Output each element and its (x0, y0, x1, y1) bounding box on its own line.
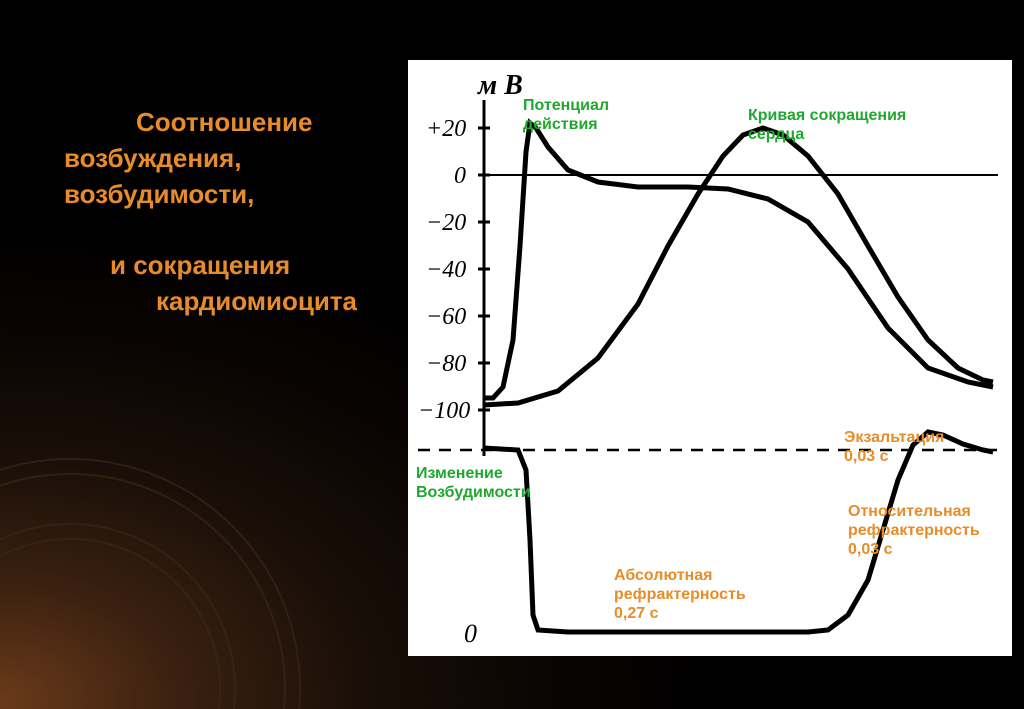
contraction-curve (484, 128, 993, 405)
title-line-4: и сокращения (110, 247, 290, 283)
svg-text:−80: −80 (426, 351, 466, 377)
label-absolute-refractory: Абсолютная рефрактерность 0,27 с (614, 566, 746, 624)
chart-panel: м В +20 0 −20 −40 −60 −80 −100 0 Потенци… (408, 60, 1012, 656)
zero-mark-lower: 0 (464, 619, 477, 648)
svg-text:0: 0 (454, 163, 466, 189)
y-ticks: +20 0 −20 −40 −60 −80 −100 (418, 116, 490, 424)
label-excitability-change: Изменение Возбудимости (416, 464, 531, 502)
title-line-3: возбудимости, (64, 176, 254, 212)
action-potential-curve (484, 123, 993, 398)
label-exaltation: Экзальтация 0,03 с (844, 428, 944, 466)
label-contraction-curve: Кривая сокращения сердца (748, 106, 906, 144)
svg-text:−20: −20 (426, 210, 466, 236)
title-line-5: кардиомиоцита (156, 283, 357, 319)
label-relative-refractory: Относительная рефрактерность 0,03 с (848, 502, 980, 560)
background-rings (0, 369, 450, 709)
svg-text:−40: −40 (426, 257, 466, 283)
title-line-2: возбуждения, (64, 140, 241, 176)
label-action-potential: Потенциал действия (523, 96, 609, 134)
svg-text:−60: −60 (426, 304, 466, 330)
svg-text:+20: +20 (426, 116, 466, 142)
y-axis-label: м В (477, 70, 523, 101)
title-line-1: Соотношение (136, 104, 313, 140)
svg-text:−100: −100 (418, 398, 470, 424)
